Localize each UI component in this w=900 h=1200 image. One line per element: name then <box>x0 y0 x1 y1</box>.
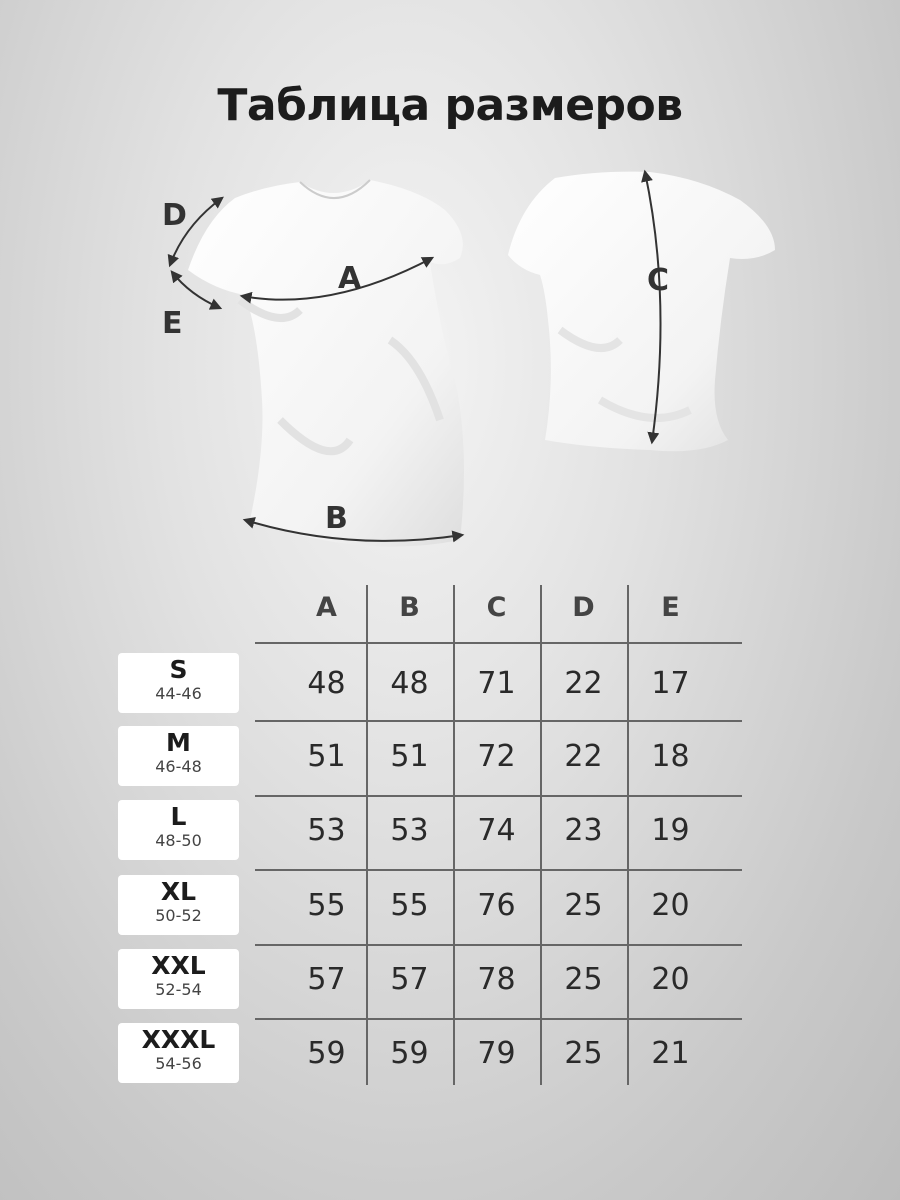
table-cell: 22 <box>564 666 603 701</box>
measure-b-arrow <box>242 517 465 543</box>
table-cell: 72 <box>477 739 516 774</box>
size-label-l: L 48-50 <box>118 800 239 860</box>
table-cell: 20 <box>651 962 690 997</box>
table-cell: 53 <box>307 813 346 848</box>
table-cell: 17 <box>651 666 690 701</box>
column-divider <box>453 585 455 1085</box>
size-name: XXL <box>151 951 206 980</box>
size-label-xxxl: XXXL 54-56 <box>118 1023 239 1083</box>
table-cell: 25 <box>564 1036 603 1071</box>
table-cell: 79 <box>477 1036 516 1071</box>
row-divider <box>255 869 742 871</box>
row-divider <box>255 1018 742 1020</box>
column-header-b: B <box>399 592 420 623</box>
table-cell: 20 <box>651 888 690 923</box>
size-range: 46-48 <box>155 757 202 776</box>
column-divider <box>366 585 368 1085</box>
page-title: Таблица размеров <box>217 80 683 131</box>
table-cell: 57 <box>307 962 346 997</box>
table-cell: 22 <box>564 739 603 774</box>
label-c: C <box>647 263 669 298</box>
table-cell: 55 <box>307 888 346 923</box>
size-range: 50-52 <box>155 906 202 925</box>
size-range: 44-46 <box>155 684 202 703</box>
table-cell: 51 <box>390 739 429 774</box>
size-name: L <box>170 802 187 831</box>
column-divider <box>627 585 629 1085</box>
column-header-a: A <box>316 592 337 623</box>
table-cell: 19 <box>651 813 690 848</box>
column-header-d: D <box>572 592 595 623</box>
column-divider <box>540 585 542 1085</box>
table-cell: 18 <box>651 739 690 774</box>
table-cell: 53 <box>390 813 429 848</box>
label-a: A <box>338 261 362 296</box>
label-d: D <box>162 198 187 233</box>
table-cell: 76 <box>477 888 516 923</box>
measure-a-arrow <box>239 256 435 304</box>
table-cell: 25 <box>564 962 603 997</box>
table-cell: 59 <box>307 1036 346 1071</box>
table-cell: 78 <box>477 962 516 997</box>
size-range: 54-56 <box>155 1054 202 1073</box>
row-divider <box>255 642 742 644</box>
size-label-m: M 46-48 <box>118 726 239 786</box>
label-e: E <box>162 306 183 341</box>
size-name: S <box>169 655 188 684</box>
size-name: XL <box>160 877 197 906</box>
table-cell: 23 <box>564 813 603 848</box>
size-label-s: S 44-46 <box>118 653 239 713</box>
size-label-xxl: XXL 52-54 <box>118 949 239 1009</box>
table-cell: 71 <box>477 666 516 701</box>
table-cell: 21 <box>651 1036 690 1071</box>
size-range: 48-50 <box>155 831 202 850</box>
size-name: XXXL <box>141 1025 216 1054</box>
size-name: M <box>166 728 191 757</box>
row-divider <box>255 720 742 722</box>
size-label-xl: XL 50-52 <box>118 875 239 935</box>
row-divider <box>255 944 742 946</box>
table-cell: 59 <box>390 1036 429 1071</box>
row-divider <box>255 795 742 797</box>
table-cell: 55 <box>390 888 429 923</box>
table-cell: 57 <box>390 962 429 997</box>
table-cell: 51 <box>307 739 346 774</box>
column-header-e: E <box>661 592 680 623</box>
table-cell: 74 <box>477 813 516 848</box>
measure-e-arrow <box>170 270 223 310</box>
table-cell: 48 <box>390 666 429 701</box>
label-b: B <box>325 501 348 536</box>
measure-d-arrow <box>167 196 224 268</box>
size-range: 52-54 <box>155 980 202 999</box>
table-cell: 48 <box>307 666 346 701</box>
measure-c-arrow <box>641 169 662 445</box>
table-cell: 25 <box>564 888 603 923</box>
column-header-c: C <box>486 592 507 623</box>
